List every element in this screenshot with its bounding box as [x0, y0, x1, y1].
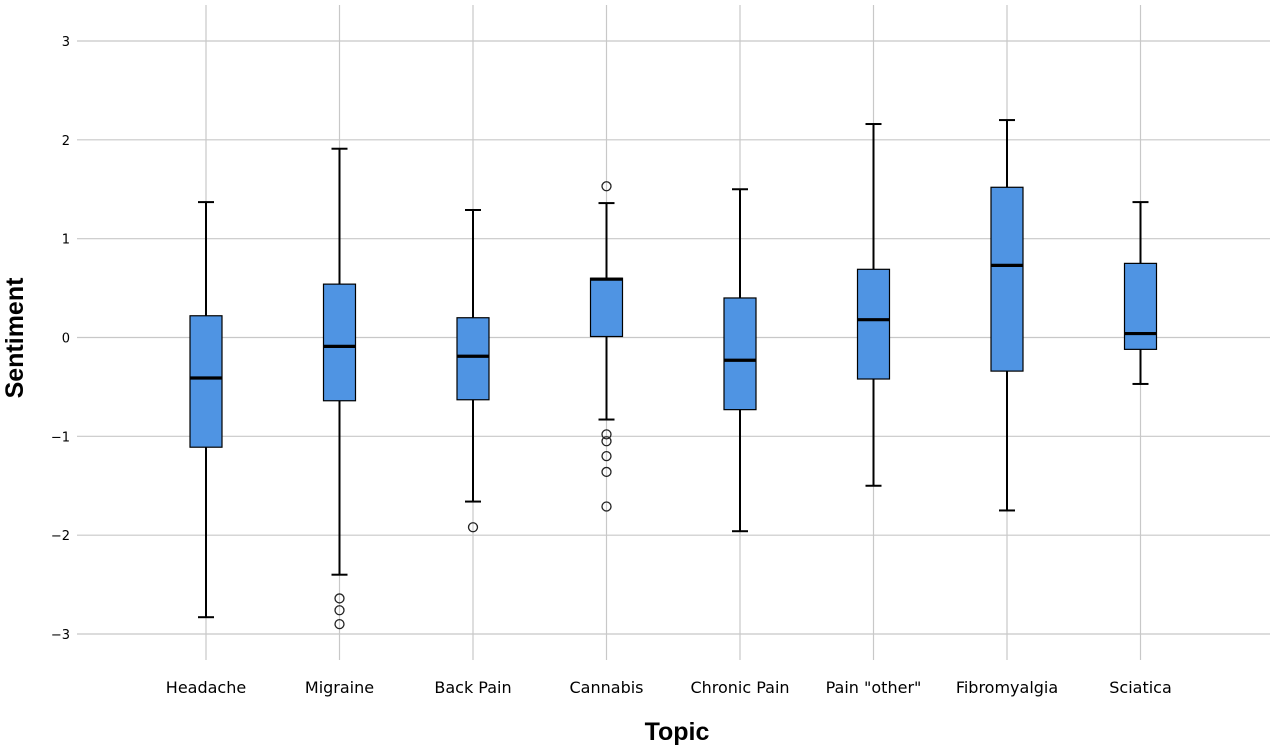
iqr-box	[1123, 262, 1158, 350]
outlier-point	[601, 436, 612, 447]
y-axis-title: Sentiment	[1, 277, 29, 399]
box-chronic-pain	[723, 188, 757, 533]
box-headache	[189, 201, 223, 619]
y-tick-label: −1	[51, 430, 70, 445]
outlier-point	[467, 522, 479, 533]
y-tick-label: −2	[51, 529, 70, 544]
outlier-point	[601, 181, 612, 192]
x-category-label: Headache	[166, 678, 246, 697]
box-sciatica	[1123, 201, 1158, 385]
outlier-point	[601, 450, 612, 462]
x-category-label: Pain "other"	[826, 678, 922, 697]
outlier-point	[601, 501, 612, 512]
y-tick-label: 0	[62, 332, 70, 347]
iqr-box	[456, 317, 490, 401]
box-cannabis	[589, 181, 624, 512]
box-pain-other	[856, 123, 891, 487]
x-category-label: Back Pain	[434, 678, 511, 697]
box-back-pain	[456, 209, 490, 533]
outlier-point	[334, 605, 345, 616]
y-tick-label: −3	[51, 628, 70, 643]
grid-layer	[77, 5, 1270, 660]
outlier-point	[334, 593, 345, 604]
iqr-box	[990, 186, 1024, 372]
box-layer	[189, 119, 1158, 630]
x-category-label: Chronic Pain	[690, 678, 789, 697]
iqr-box	[856, 268, 891, 380]
x-category-label: Fibromyalgia	[956, 678, 1058, 697]
outlier-point	[601, 429, 612, 440]
outlier-point	[601, 466, 612, 478]
outlier-point	[334, 618, 345, 630]
x-category-label: Migraine	[305, 678, 374, 697]
label-layer: 3 2 1 0 −1 −2 −3 Headache Migraine Back Pain Canna…	[51, 35, 1172, 697]
box-migraine	[322, 147, 357, 630]
y-tick-label: 1	[62, 233, 70, 248]
iqr-box	[322, 283, 357, 402]
iqr-box	[189, 315, 223, 448]
iqr-box	[589, 277, 624, 338]
box-fibromyalgia	[990, 119, 1024, 512]
iqr-box	[723, 297, 757, 411]
x-category-label: Sciatica	[1109, 678, 1172, 697]
x-axis-title: Topic	[645, 718, 710, 746]
x-category-label: Cannabis	[570, 678, 644, 697]
y-tick-label: 2	[62, 134, 70, 149]
y-tick-label: 3	[62, 35, 70, 50]
